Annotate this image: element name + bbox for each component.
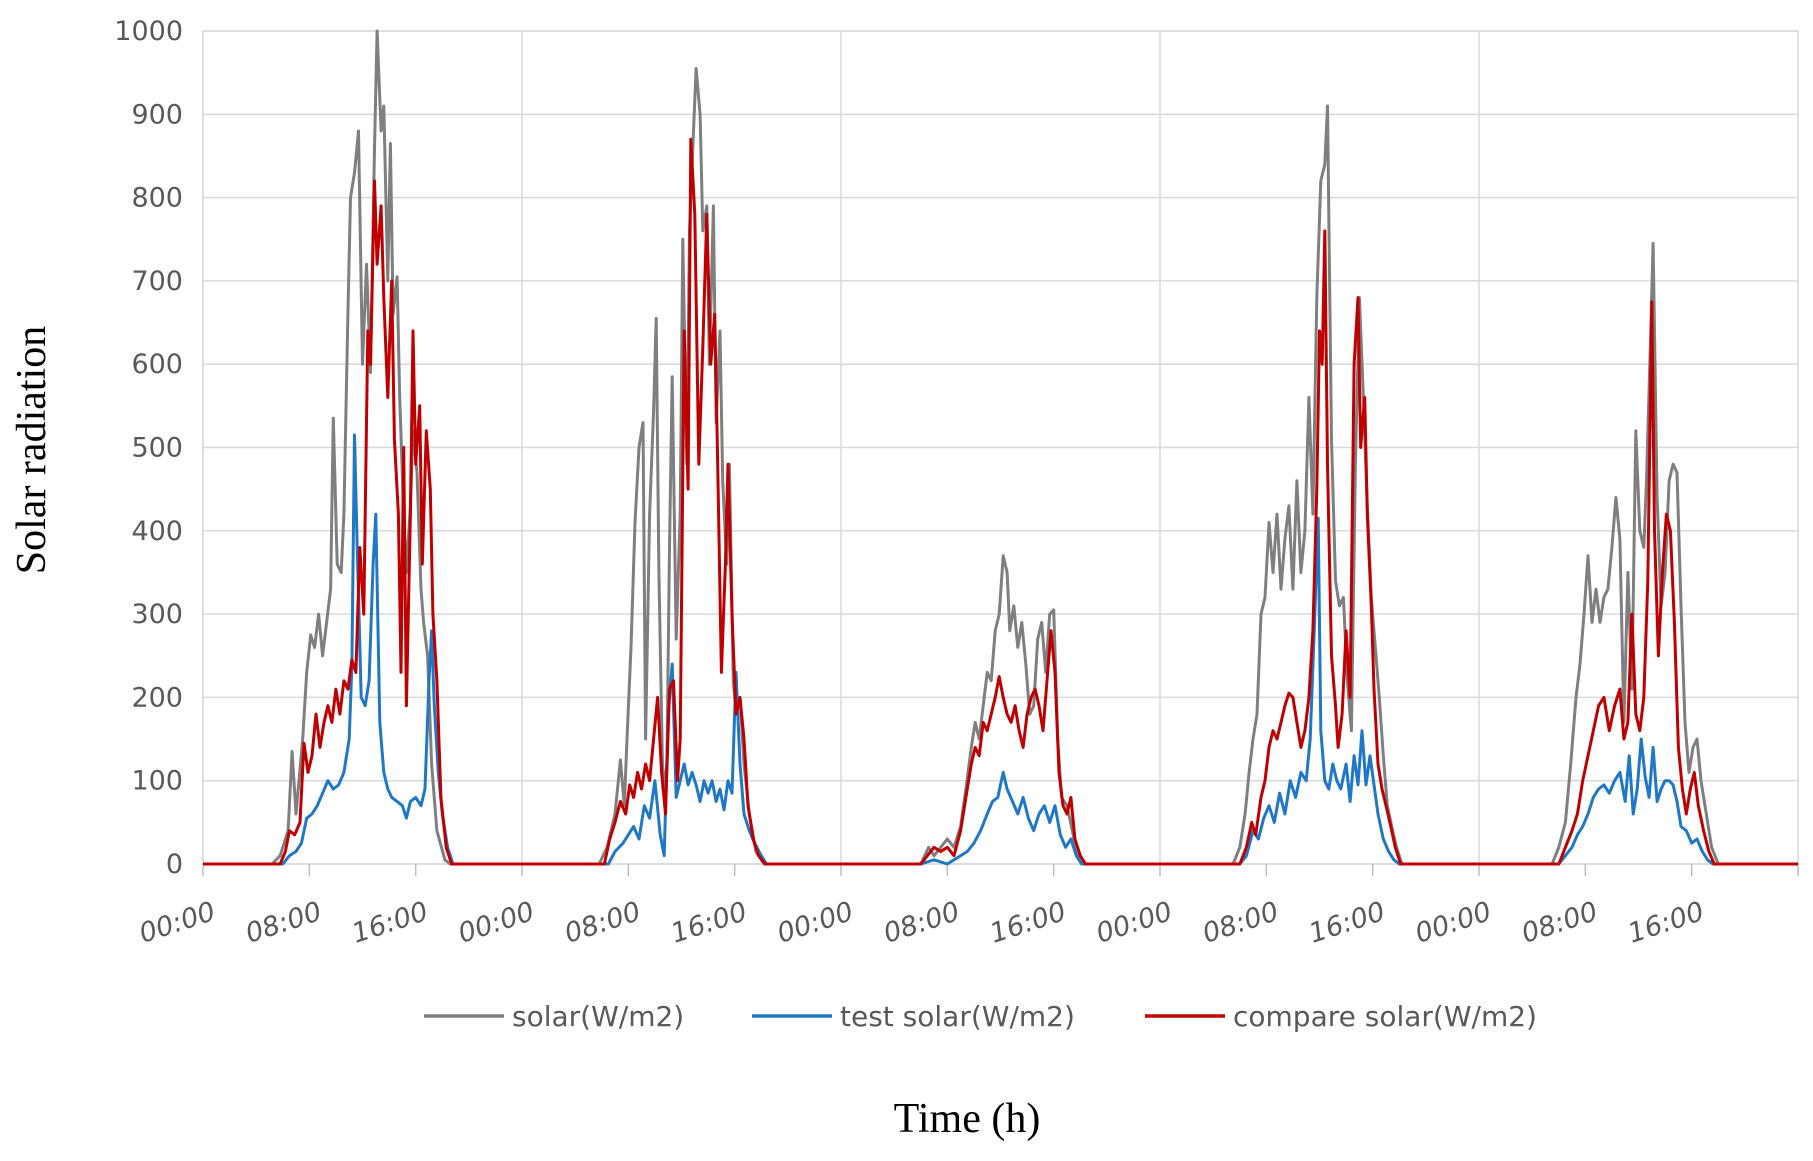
y-tick-label: 700 [131, 266, 183, 297]
y-tick-label: 1000 [114, 16, 183, 47]
x-tick-label: 16:00 [1624, 896, 1708, 950]
x-tick-label: 16:00 [667, 896, 751, 950]
y-tick-label: 0 [166, 849, 183, 880]
legend: solar(W/m2) test solar(W/m2) compare solar… [424, 1000, 1537, 1033]
y-tick-label: 300 [131, 599, 183, 630]
series-lines [203, 29, 1798, 866]
x-tick-label: 08:00 [880, 896, 964, 950]
x-tick-label: 08:00 [1518, 896, 1602, 950]
y-tick-label: 400 [131, 516, 183, 547]
series-line-1 [203, 433, 1798, 866]
legend-label-1: test solar(W/m2) [840, 1000, 1075, 1033]
x-axis-title: Time (h) [894, 1096, 1041, 1142]
y-tick-label: 100 [131, 766, 183, 797]
x-tick-label: 16:00 [986, 896, 1070, 950]
x-tick-label: 00:00 [455, 896, 539, 950]
x-tick-label: 08:00 [561, 896, 645, 950]
plot-frame [202, 30, 1799, 865]
axes [202, 30, 1799, 876]
x-tick-label: 00:00 [774, 896, 858, 950]
y-tick-label: 500 [131, 433, 183, 464]
legend-label-0: solar(W/m2) [512, 1000, 684, 1033]
x-tick-label: 00:00 [136, 896, 220, 950]
legend-label-2: compare solar(W/m2) [1233, 1000, 1537, 1033]
y-tick-label: 800 [131, 183, 183, 214]
gridlines [202, 30, 1798, 865]
x-tick-label: 08:00 [1199, 896, 1283, 950]
x-tick-label: 16:00 [1305, 896, 1389, 950]
x-tick-label: 08:00 [242, 896, 326, 950]
y-tick-label: 200 [131, 682, 183, 713]
y-axis-title: Solar radiation [9, 326, 55, 574]
x-tick-label: 16:00 [348, 896, 432, 950]
x-tick-label: 00:00 [1093, 896, 1177, 950]
y-tick-label: 600 [131, 349, 183, 380]
y-tick-label: 900 [131, 99, 183, 130]
series-line-2 [203, 137, 1798, 866]
x-tick-label: 00:00 [1412, 896, 1496, 950]
